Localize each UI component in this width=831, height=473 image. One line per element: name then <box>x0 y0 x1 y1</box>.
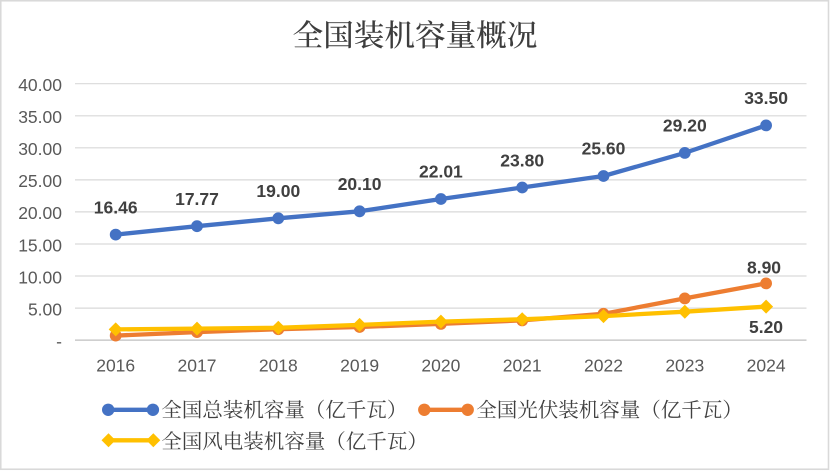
svg-text:2024: 2024 <box>747 356 786 376</box>
svg-text:20.00: 20.00 <box>18 203 62 223</box>
svg-text:-: - <box>56 331 62 351</box>
svg-text:40.00: 40.00 <box>18 75 62 95</box>
svg-text:8.90: 8.90 <box>747 258 781 278</box>
svg-text:35.00: 35.00 <box>18 107 62 127</box>
svg-text:20.10: 20.10 <box>338 174 382 194</box>
svg-text:29.20: 29.20 <box>663 116 707 136</box>
svg-text:5.00: 5.00 <box>28 299 62 319</box>
svg-text:2023: 2023 <box>665 356 704 376</box>
svg-text:23.80: 23.80 <box>500 150 544 170</box>
svg-text:5.20: 5.20 <box>749 317 783 337</box>
svg-text:2022: 2022 <box>584 356 623 376</box>
svg-text:2017: 2017 <box>178 356 217 376</box>
svg-text:15.00: 15.00 <box>18 235 62 255</box>
svg-text:22.01: 22.01 <box>419 162 463 182</box>
svg-text:16.46: 16.46 <box>94 197 138 217</box>
svg-text:33.50: 33.50 <box>744 88 788 108</box>
svg-text:19.00: 19.00 <box>256 181 300 201</box>
svg-text:25.60: 25.60 <box>582 139 626 159</box>
svg-text:17.77: 17.77 <box>175 189 219 209</box>
svg-text:2021: 2021 <box>503 356 542 376</box>
svg-text:2016: 2016 <box>96 356 135 376</box>
svg-text:30.00: 30.00 <box>18 139 62 159</box>
svg-text:25.00: 25.00 <box>18 171 62 191</box>
svg-text:2020: 2020 <box>421 356 460 376</box>
svg-text:10.00: 10.00 <box>18 267 62 287</box>
svg-text:2018: 2018 <box>259 356 298 376</box>
svg-text:2019: 2019 <box>340 356 379 376</box>
